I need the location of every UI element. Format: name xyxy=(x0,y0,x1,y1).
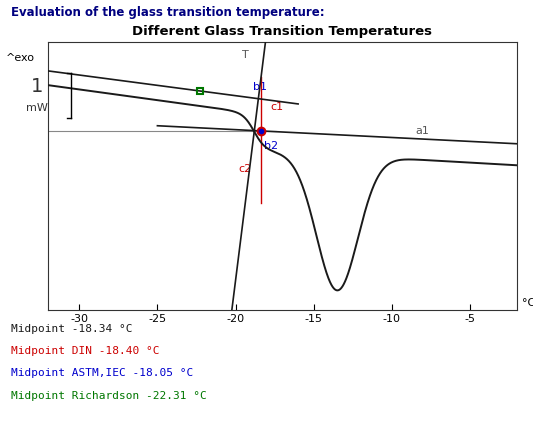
Text: ^exo: ^exo xyxy=(5,53,34,63)
Text: b1: b1 xyxy=(253,83,267,92)
Text: mW: mW xyxy=(26,103,48,113)
Text: °C: °C xyxy=(522,298,533,308)
Text: Midpoint ASTM,IEC -18.05 °C: Midpoint ASTM,IEC -18.05 °C xyxy=(11,368,193,379)
Title: Different Glass Transition Temperatures: Different Glass Transition Temperatures xyxy=(133,25,432,39)
Text: 1: 1 xyxy=(31,77,43,96)
Text: c1: c1 xyxy=(270,102,283,112)
Text: Evaluation of the glass transition temperature:: Evaluation of the glass transition tempe… xyxy=(11,6,324,20)
Text: T: T xyxy=(242,50,248,61)
Text: Midpoint DIN -18.40 °C: Midpoint DIN -18.40 °C xyxy=(11,346,159,357)
Text: b2: b2 xyxy=(264,141,278,151)
Text: c2: c2 xyxy=(239,165,252,174)
Text: a1: a1 xyxy=(415,126,429,137)
Text: Midpoint Richardson -22.31 °C: Midpoint Richardson -22.31 °C xyxy=(11,391,206,401)
Text: Midpoint -18.34 °C: Midpoint -18.34 °C xyxy=(11,324,132,335)
